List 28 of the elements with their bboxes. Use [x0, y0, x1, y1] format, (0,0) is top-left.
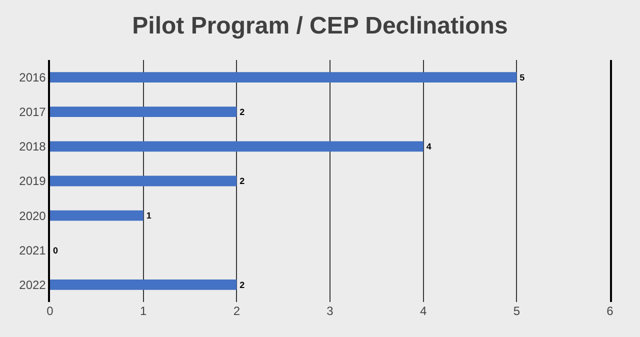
bar	[50, 210, 144, 221]
bar	[50, 280, 237, 290]
y-tick-label: 2017	[19, 105, 46, 120]
data-label: 0	[53, 245, 58, 256]
x-tick-label: 6	[606, 304, 614, 318]
x-tick-label: 2	[233, 304, 240, 318]
data-label: 1	[146, 210, 152, 221]
y-tick-label: 2021	[19, 243, 46, 258]
data-label: 2	[240, 106, 245, 117]
data-label: 2	[240, 176, 245, 186]
x-tick-label: 1	[140, 304, 147, 318]
y-tick-label: 2016	[19, 70, 46, 84]
x-tick-label: 4	[420, 304, 427, 318]
chart-title: Pilot Program / CEP Declinations	[132, 12, 508, 40]
y-tick-label: 2019	[19, 174, 46, 188]
x-tick-label: 5	[513, 304, 520, 318]
data-label: 2	[240, 280, 245, 290]
bar	[50, 176, 237, 186]
x-tick-label: 3	[326, 304, 334, 318]
y-tick-label: 2022	[19, 278, 46, 292]
bar	[50, 106, 237, 118]
bar	[50, 72, 517, 82]
y-tick-label: 2018	[19, 140, 46, 154]
data-label: 4	[426, 142, 432, 152]
x-tick-label: 0	[46, 304, 54, 318]
data-label: 5	[520, 72, 525, 82]
bar	[50, 141, 424, 152]
y-tick-label: 2020	[19, 208, 46, 223]
